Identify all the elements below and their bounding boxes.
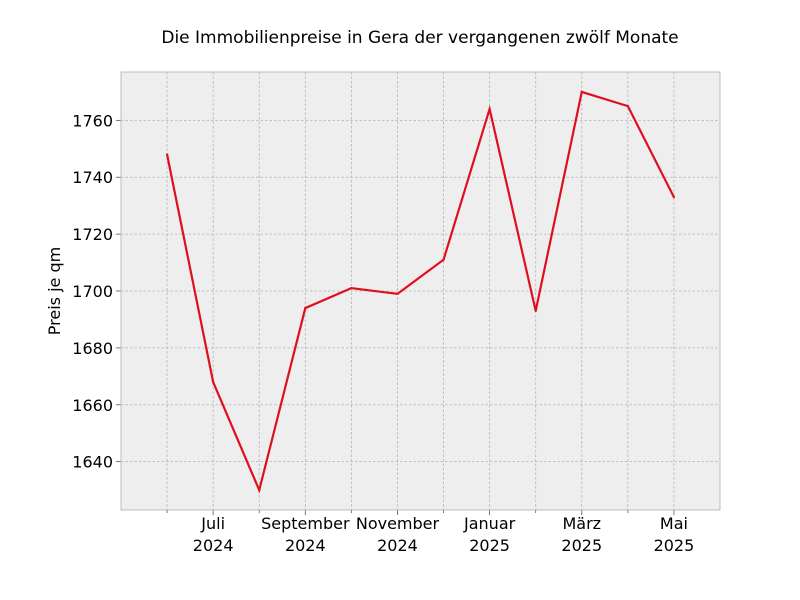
data-point — [626, 105, 629, 108]
data-point — [672, 196, 676, 199]
y-tick-label: 1760 — [72, 111, 113, 130]
x-tick-label: März 2025 — [561, 514, 602, 555]
y-tick-label: 1660 — [72, 396, 113, 415]
chart-title: Die Immobilienpreise in Gera der vergang… — [161, 28, 678, 48]
y-tick-label: 1700 — [72, 282, 113, 301]
x-tick-label: Mai 2025 — [654, 514, 695, 555]
y-tick-label: 1740 — [72, 168, 113, 187]
plot-frame — [120, 71, 721, 511]
x-tick-label: September 2024 — [261, 514, 350, 555]
data-point — [212, 380, 215, 384]
grid — [121, 72, 720, 510]
y-axis-label: Preis je qm — [45, 247, 64, 335]
data-point — [350, 287, 353, 290]
data-point — [488, 107, 491, 111]
x-tick-label: Januar 2025 — [463, 514, 516, 555]
data-point — [442, 258, 445, 261]
y-tick-label: 1720 — [72, 225, 113, 244]
x-tick-label: November 2024 — [356, 514, 440, 555]
series-layer — [165, 90, 676, 494]
data-point — [396, 292, 399, 295]
series-line — [166, 90, 675, 494]
y-tick-label: 1640 — [72, 453, 113, 472]
data-point — [304, 306, 307, 310]
data-point — [258, 488, 261, 492]
x-tick-label: Juli 2024 — [193, 514, 234, 555]
data-point — [580, 90, 583, 94]
y-tick-label: 1680 — [72, 339, 113, 358]
data-point — [165, 153, 169, 156]
data-point — [534, 309, 537, 313]
